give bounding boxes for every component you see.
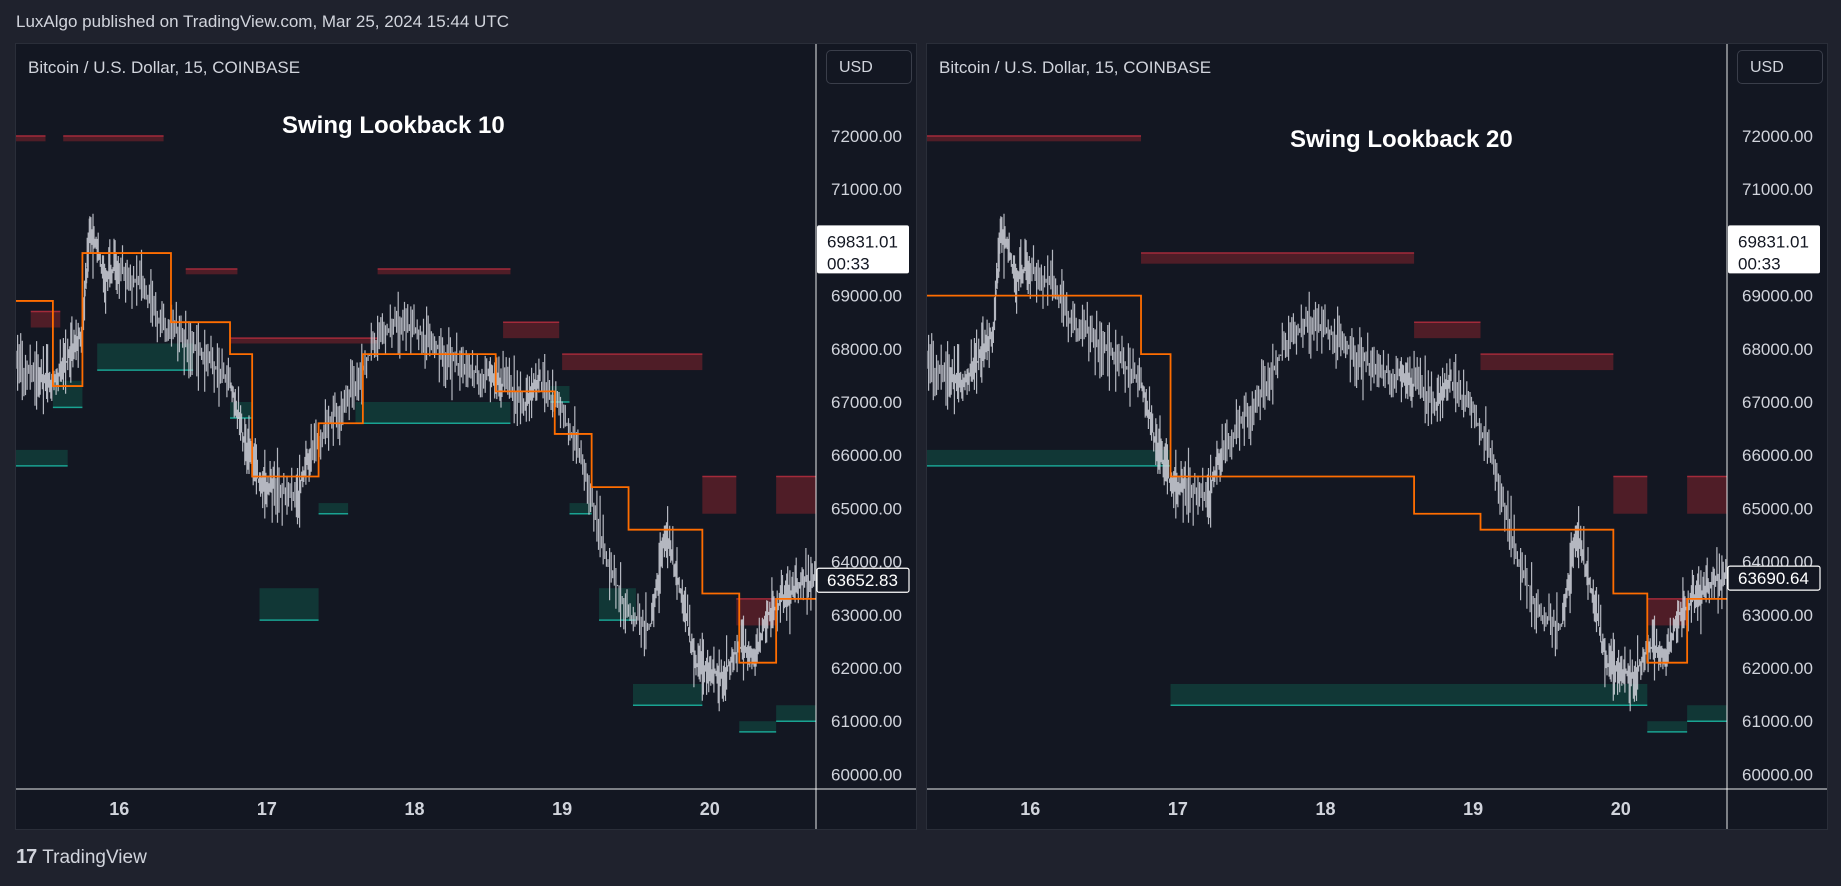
price-label-box: [1728, 225, 1820, 274]
bullish-zone: [632, 683, 703, 706]
y-tick-label: 66000.00: [831, 446, 902, 465]
chart-title: Swing Lookback 10: [282, 112, 505, 139]
bearish-zone: [1687, 476, 1727, 514]
y-tick-label: 64000.00: [831, 553, 902, 572]
y-tick-label: 63000.00: [831, 606, 902, 625]
y-tick-label: 61000.00: [831, 712, 902, 731]
y-tick-label: 71000.00: [1742, 180, 1813, 199]
x-tick-label: 18: [1316, 799, 1336, 819]
bullish-zone: [1687, 705, 1727, 722]
y-tick-label: 72000.00: [831, 127, 902, 146]
bullish-zone: [355, 402, 511, 424]
y-tick-label: 61000.00: [1742, 712, 1813, 731]
y-tick-label: 72000.00: [1742, 127, 1813, 146]
y-tick-label: 66000.00: [1742, 446, 1813, 465]
bullish-zone: [318, 503, 349, 514]
y-tick-label: 69000.00: [831, 287, 902, 306]
chart-canvas[interactable]: 72000.0071000.0070000.0069000.0068000.00…: [16, 44, 917, 830]
chart-panel-left[interactable]: 72000.0071000.0070000.0069000.0068000.00…: [15, 43, 917, 830]
last-price-box: [1727, 565, 1821, 591]
brand-name: TradingView: [42, 846, 147, 868]
y-tick-label: 69000.00: [1742, 287, 1813, 306]
bearish-zone: [30, 311, 61, 328]
bearish-zone: [1613, 476, 1648, 514]
bearish-zone: [63, 136, 164, 142]
tradingview-logo-icon: 17: [16, 846, 37, 868]
y-tick-label: 68000.00: [831, 340, 902, 359]
price-label-top: 69831.01: [1738, 232, 1809, 251]
bearish-zone: [927, 136, 1142, 142]
price-label-box: [817, 225, 909, 274]
x-tick-label: 20: [1611, 799, 1631, 819]
last-price-box: [816, 567, 910, 593]
chart-title: Swing Lookback 20: [1290, 126, 1513, 153]
y-tick-label: 62000.00: [1742, 659, 1813, 678]
bearish-zone: [1480, 354, 1614, 371]
y-tick-label: 68000.00: [1742, 340, 1813, 359]
y-tick-label: 62000.00: [831, 659, 902, 678]
x-tick-label: 17: [257, 799, 277, 819]
bullish-zone: [1647, 721, 1688, 732]
y-tick-label: 65000.00: [831, 499, 902, 518]
x-tick-label: 16: [1020, 799, 1040, 819]
bearish-zone: [377, 269, 511, 275]
bearish-zone: [1141, 253, 1415, 264]
y-tick-label: 67000.00: [1742, 393, 1813, 412]
symbol-label: Bitcoin / U.S. Dollar, 15, COINBASE: [28, 58, 301, 77]
publish-info: LuxAlgo published on TradingView.com, Ma…: [16, 12, 509, 31]
bullish-zone: [97, 343, 194, 371]
y-tick-label: 63000.00: [1742, 606, 1813, 625]
bullish-zone: [16, 449, 68, 466]
symbol-label: Bitcoin / U.S. Dollar, 15, COINBASE: [939, 58, 1212, 77]
last-price-label: 63690.64: [1738, 569, 1809, 588]
bullish-zone: [739, 721, 777, 732]
bearish-zone: [230, 338, 378, 344]
y-tick-label: 65000.00: [1742, 499, 1813, 518]
bullish-zone: [259, 588, 319, 621]
footer-brand[interactable]: 17 TradingView: [16, 846, 147, 869]
bearish-zone: [702, 476, 737, 514]
x-tick-label: 19: [552, 799, 572, 819]
bearish-zone: [503, 322, 560, 339]
chart-canvas[interactable]: 72000.0071000.0070000.0069000.0068000.00…: [927, 44, 1828, 830]
bearish-zone: [16, 136, 46, 142]
bullish-zone: [569, 503, 592, 514]
bearish-zone: [776, 476, 816, 514]
chart-panel-right[interactable]: 72000.0071000.0070000.0069000.0068000.00…: [926, 43, 1828, 830]
bullish-zone: [1170, 683, 1648, 706]
x-tick-label: 19: [1463, 799, 1483, 819]
y-tick-label: 60000.00: [1742, 765, 1813, 784]
countdown-label: 00:33: [827, 254, 870, 273]
currency-selector[interactable]: USD: [1737, 50, 1823, 84]
price-label-top: 69831.01: [827, 232, 898, 251]
x-tick-label: 20: [700, 799, 720, 819]
bearish-zone: [1414, 322, 1481, 339]
bullish-zone: [927, 449, 1171, 466]
bearish-zone: [562, 354, 703, 371]
last-price-label: 63652.83: [827, 571, 898, 590]
x-tick-label: 17: [1168, 799, 1188, 819]
y-tick-label: 71000.00: [831, 180, 902, 199]
trailing-extremity-line: [16, 252, 816, 664]
x-tick-label: 16: [109, 799, 129, 819]
price-series: [927, 213, 1727, 712]
bearish-zone: [185, 269, 238, 275]
y-tick-label: 67000.00: [831, 393, 902, 412]
bullish-zone: [776, 705, 816, 722]
countdown-label: 00:33: [1738, 254, 1781, 273]
price-series: [16, 213, 816, 712]
y-tick-label: 60000.00: [831, 765, 902, 784]
x-tick-label: 18: [405, 799, 425, 819]
trailing-extremity-line: [927, 294, 1727, 664]
currency-selector[interactable]: USD: [826, 50, 912, 84]
